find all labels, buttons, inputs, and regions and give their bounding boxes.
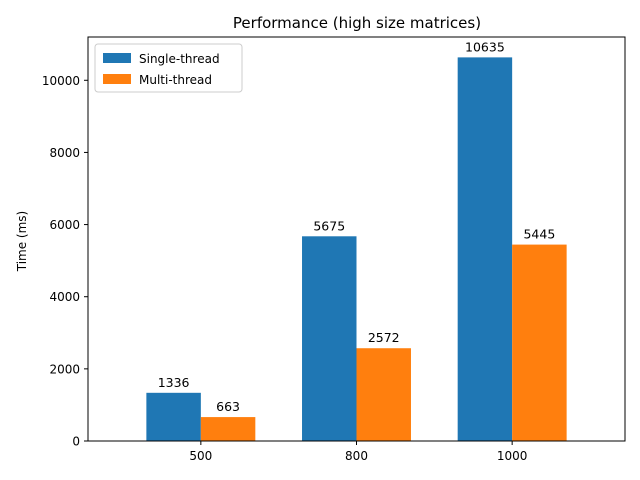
y-tick-label: 4000 [49,290,80,304]
bar [200,417,256,441]
bars-group [146,57,567,441]
bar [512,244,567,441]
bar [457,57,513,441]
data-label: 1336 [158,375,190,390]
bar [146,392,201,441]
y-tick-label: 0 [72,435,80,449]
y-tick-label: 6000 [49,218,80,232]
y-tick-label: 2000 [49,362,80,376]
bar [302,236,357,441]
legend-swatch [103,53,131,63]
y-axis-label: Time (ms) [15,211,29,273]
data-label: 10635 [465,39,505,54]
x-axis: 500 800 1000 [189,441,527,463]
legend: Single-thread Multi-thread [94,43,243,93]
data-labels-group: 1336 5675 10635 663 2572 5445 [158,39,556,414]
legend-swatch [103,74,131,84]
y-axis: 0 2000 4000 6000 8000 10000 [42,74,88,449]
data-label: 2572 [368,330,400,345]
chart-title: Performance (high size matrices) [233,14,481,32]
x-tick-label: 1000 [497,449,528,463]
x-tick-label: 500 [189,449,212,463]
y-tick-label: 8000 [49,146,80,160]
data-label: 5675 [313,218,345,233]
data-label: 5445 [523,227,555,242]
x-tick-label: 800 [345,449,368,463]
legend-label: Multi-thread [139,73,212,87]
data-label: 663 [216,399,240,414]
legend-label: Single-thread [139,52,220,66]
legend-box [94,43,243,93]
plot-frame [87,36,626,442]
bar [356,348,411,441]
y-tick-label: 10000 [42,74,80,88]
